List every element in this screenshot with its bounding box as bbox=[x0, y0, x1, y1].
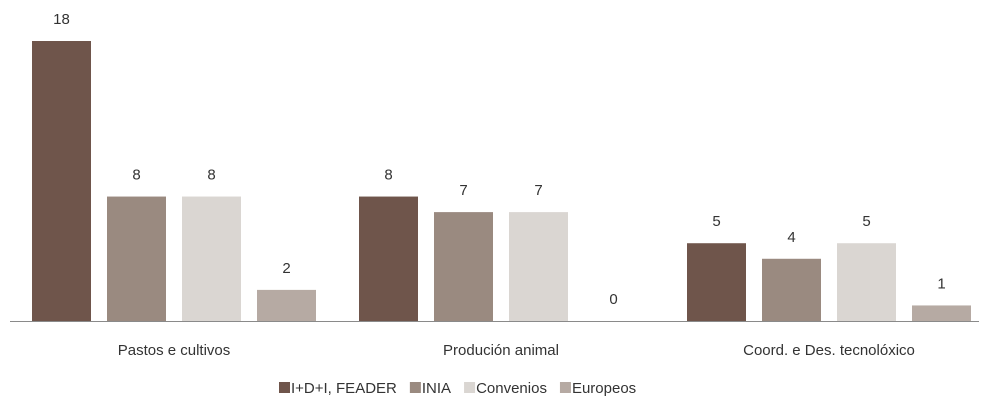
legend-swatch-1 bbox=[279, 382, 290, 393]
bar-3-2 bbox=[762, 258, 821, 321]
legend-swatch-4 bbox=[559, 382, 571, 393]
category-labels-group: Pastos e cultivos Produción animal Coord. … bbox=[118, 342, 915, 359]
category-label-1: Pastos e cultivos bbox=[118, 342, 231, 359]
value-label-2-3: 7 bbox=[534, 182, 542, 199]
bar-2-2 bbox=[434, 212, 493, 321]
bar-1-1 bbox=[32, 41, 91, 321]
value-label-1-2: 8 bbox=[132, 167, 140, 184]
legend-label-3: Convenios bbox=[476, 380, 547, 397]
value-label-3-4: 1 bbox=[937, 275, 945, 292]
value-label-2-4: 0 bbox=[609, 291, 617, 308]
legend-label-2: INIA bbox=[422, 380, 451, 397]
bar-3-1 bbox=[687, 243, 746, 321]
bars-group bbox=[32, 41, 971, 321]
value-label-2-1: 8 bbox=[384, 167, 392, 184]
value-label-1-1: 18 bbox=[53, 11, 70, 28]
legend-swatch-2 bbox=[409, 382, 421, 393]
bar-3-3 bbox=[837, 243, 896, 321]
value-label-2-2: 7 bbox=[459, 182, 467, 199]
value-labels-group: 18 8 8 2 8 7 7 0 5 4 5 1 bbox=[53, 11, 946, 308]
legend-swatch-3 bbox=[464, 382, 476, 393]
category-label-2: Produción animal bbox=[443, 342, 559, 359]
legend-label-4: Europeos bbox=[572, 380, 636, 397]
bar-1-2 bbox=[107, 196, 166, 321]
category-label-3: Coord. e Des. tecnolóxico bbox=[743, 342, 915, 359]
value-label-1-4: 2 bbox=[282, 260, 290, 277]
legend: I+D+I, FEADER INIA Convenios Europeos bbox=[279, 380, 636, 397]
bar-2-1 bbox=[359, 196, 418, 321]
bar-2-3 bbox=[509, 212, 568, 321]
bar-1-4 bbox=[257, 289, 316, 321]
value-label-3-3: 5 bbox=[862, 213, 870, 230]
value-label-3-1: 5 bbox=[712, 213, 720, 230]
bar-1-3 bbox=[182, 196, 241, 321]
bar-3-4 bbox=[912, 305, 971, 321]
value-label-1-3: 8 bbox=[207, 167, 215, 184]
value-label-3-2: 4 bbox=[787, 229, 795, 246]
legend-label-1: I+D+I, FEADER bbox=[291, 380, 397, 397]
